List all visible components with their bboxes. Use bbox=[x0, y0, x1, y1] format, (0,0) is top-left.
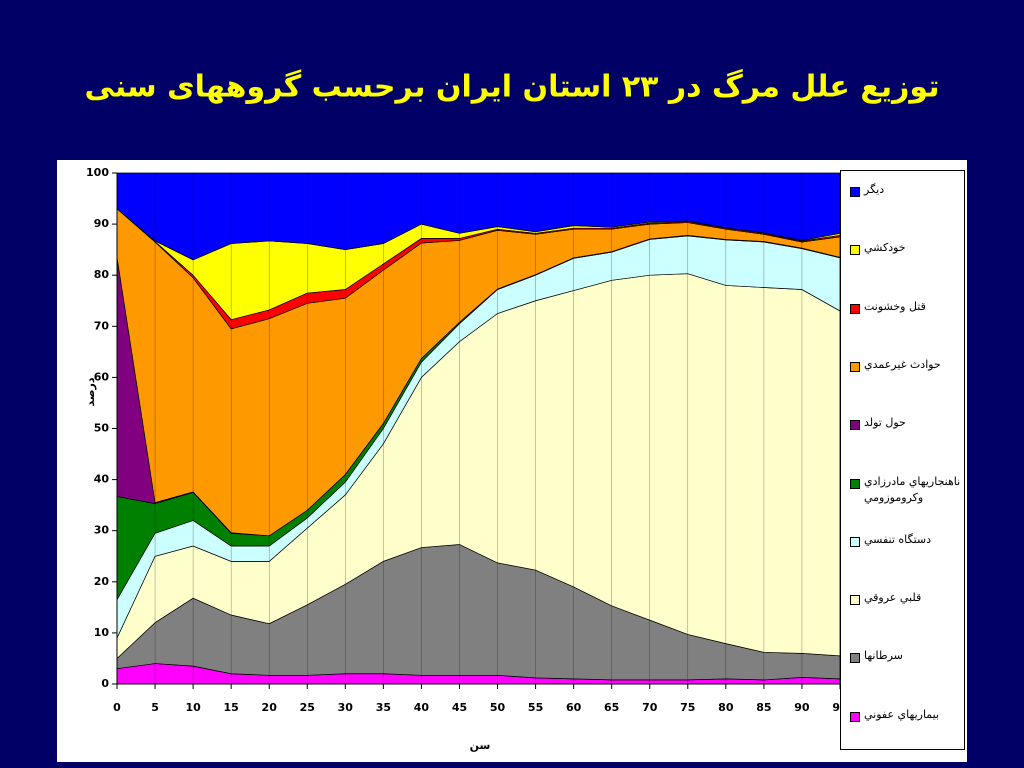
x-tick-label: 20 bbox=[262, 701, 278, 714]
x-tick-label: 30 bbox=[338, 701, 354, 714]
legend-swatch bbox=[850, 420, 860, 431]
legend-swatch bbox=[850, 653, 860, 664]
y-tick-label: 40 bbox=[94, 473, 110, 486]
x-tick-label: 0 bbox=[113, 701, 121, 714]
x-tick-label: 40 bbox=[414, 701, 430, 714]
legend-item: ديگر bbox=[850, 183, 962, 198]
y-tick-label: 80 bbox=[94, 268, 110, 281]
y-tick-label: 100 bbox=[86, 166, 109, 179]
y-tick-label: 10 bbox=[94, 626, 110, 639]
legend-item: حوادث غيرعمدي bbox=[850, 357, 962, 373]
legend-swatch bbox=[850, 478, 860, 489]
y-tick-label: 30 bbox=[94, 524, 110, 537]
x-tick-label: 65 bbox=[604, 701, 619, 714]
x-axis-label: سن bbox=[470, 739, 491, 752]
legend-label: حول تولد bbox=[864, 416, 906, 430]
x-tick-label: 5 bbox=[151, 701, 159, 714]
y-tick-label: 90 bbox=[94, 217, 110, 230]
legend-label: دستگاه تنفسي bbox=[864, 532, 932, 546]
legend-swatch bbox=[850, 595, 860, 606]
y-tick-label: 0 bbox=[101, 677, 109, 690]
legend-label: قتل وخشونت bbox=[864, 299, 926, 313]
x-tick-label: 85 bbox=[756, 701, 771, 714]
legend-item: سرطانها bbox=[850, 649, 962, 664]
legend: ديگر خودكشي قتل وخشونت حوادث غيرعمدي حول تول… bbox=[840, 170, 965, 750]
legend-item: ناهنجاريهاي مادرزادي وكروموزومي bbox=[850, 474, 962, 506]
legend-label: حوادث غيرعمدي bbox=[864, 357, 941, 371]
x-tick-label: 80 bbox=[718, 701, 734, 714]
x-tick-label: 70 bbox=[642, 701, 658, 714]
legend-swatch bbox=[850, 536, 860, 547]
x-tick-label: 60 bbox=[566, 701, 582, 714]
legend-swatch bbox=[850, 187, 860, 197]
x-tick-label: 15 bbox=[224, 701, 239, 714]
x-tick-label: 10 bbox=[185, 701, 201, 714]
legend-swatch bbox=[850, 245, 860, 256]
legend-swatch bbox=[850, 303, 860, 314]
x-tick-label: 55 bbox=[528, 701, 543, 714]
x-tick-label: 45 bbox=[452, 701, 467, 714]
x-tick-label: 50 bbox=[490, 701, 506, 714]
x-tick-label: 25 bbox=[300, 701, 315, 714]
legend-label: قلبي عروقي bbox=[864, 591, 922, 605]
legend-label: سرطانها bbox=[864, 649, 903, 663]
legend-item: قتل وخشونت bbox=[850, 299, 962, 315]
y-axis-label: درصد bbox=[84, 377, 97, 406]
x-tick-label: 90 bbox=[794, 701, 810, 714]
y-tick-label: 60 bbox=[94, 370, 110, 383]
legend-item: حول تولد bbox=[850, 416, 962, 431]
plot: 0510152025303540455055606570758085909501… bbox=[86, 166, 848, 714]
legend-label: ناهنجاريهاي مادرزادي وكروموزومي bbox=[864, 474, 961, 504]
legend-swatch bbox=[850, 711, 860, 722]
legend-label: خودكشي bbox=[864, 241, 906, 255]
legend-item: بيماريهاي عفوني bbox=[850, 707, 962, 723]
legend-label: بيماريهاي عفوني bbox=[864, 707, 940, 721]
x-tick-label: 35 bbox=[376, 701, 391, 714]
legend-item: قلبي عروقي bbox=[850, 591, 962, 606]
y-tick-label: 50 bbox=[94, 422, 110, 435]
legend-item: خودكشي bbox=[850, 241, 962, 256]
legend-item: دستگاه تنفسي bbox=[850, 532, 962, 548]
legend-label: ديگر bbox=[864, 183, 885, 196]
legend-swatch bbox=[850, 361, 860, 372]
x-tick-label: 75 bbox=[680, 701, 695, 714]
y-tick-label: 70 bbox=[94, 319, 110, 332]
y-tick-label: 20 bbox=[94, 575, 110, 588]
slide-title: توزيع علل مرگ در ۲۳ استان ايران برحسب گر… bbox=[85, 69, 940, 105]
